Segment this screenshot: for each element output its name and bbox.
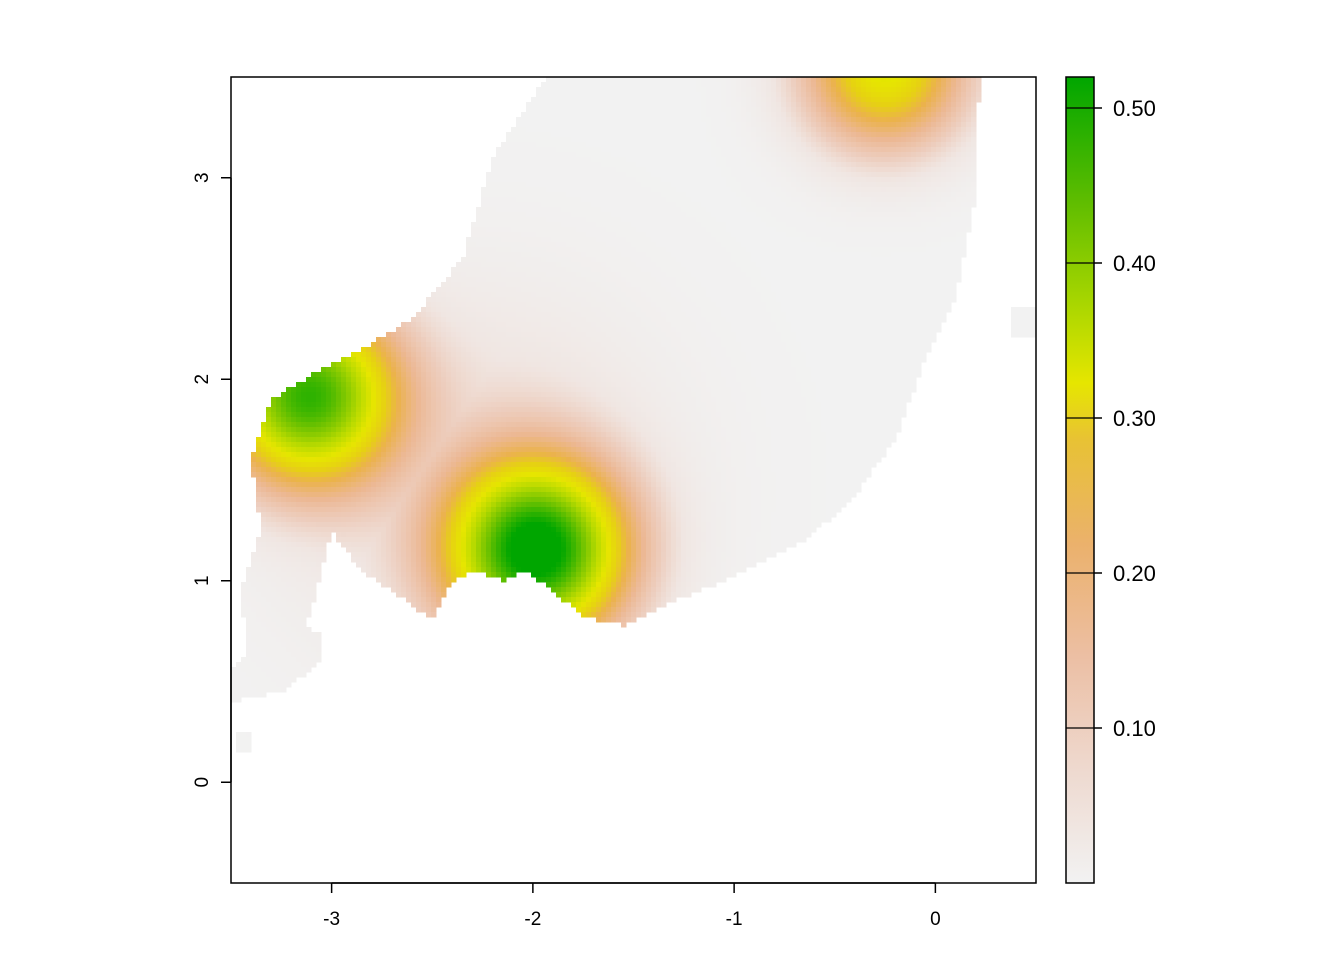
colorbar-tick-label: 0.30 bbox=[1113, 406, 1156, 431]
y-tick-label: 3 bbox=[192, 172, 213, 183]
colorbar-tick-label: 0.40 bbox=[1113, 251, 1156, 276]
x-axis: -3 -2 -1 0 bbox=[323, 882, 941, 930]
colorbar-ticks: 0.10 0.20 0.30 0.40 0.50 bbox=[1066, 96, 1156, 741]
colorbar-tick-label: 0.10 bbox=[1113, 716, 1156, 741]
raster-layer bbox=[231, 77, 1036, 753]
x-tick-label: 0 bbox=[930, 909, 941, 930]
colorbar-gradient bbox=[1065, 76, 1095, 884]
y-tick-label: 0 bbox=[192, 777, 213, 788]
x-tick-label: -1 bbox=[726, 909, 743, 930]
x-tick-label: -2 bbox=[524, 909, 541, 930]
y-axis: 0 1 2 3 bbox=[192, 172, 232, 788]
x-tick-label: -3 bbox=[323, 909, 340, 930]
y-tick-label: 2 bbox=[192, 374, 213, 385]
colorbar-tick-label: 0.20 bbox=[1113, 561, 1156, 586]
colorbar-tick-label: 0.50 bbox=[1113, 96, 1156, 121]
colorbar-legend: 0.10 0.20 0.30 0.40 0.50 bbox=[1065, 76, 1156, 884]
y-tick-label: 1 bbox=[192, 575, 213, 586]
